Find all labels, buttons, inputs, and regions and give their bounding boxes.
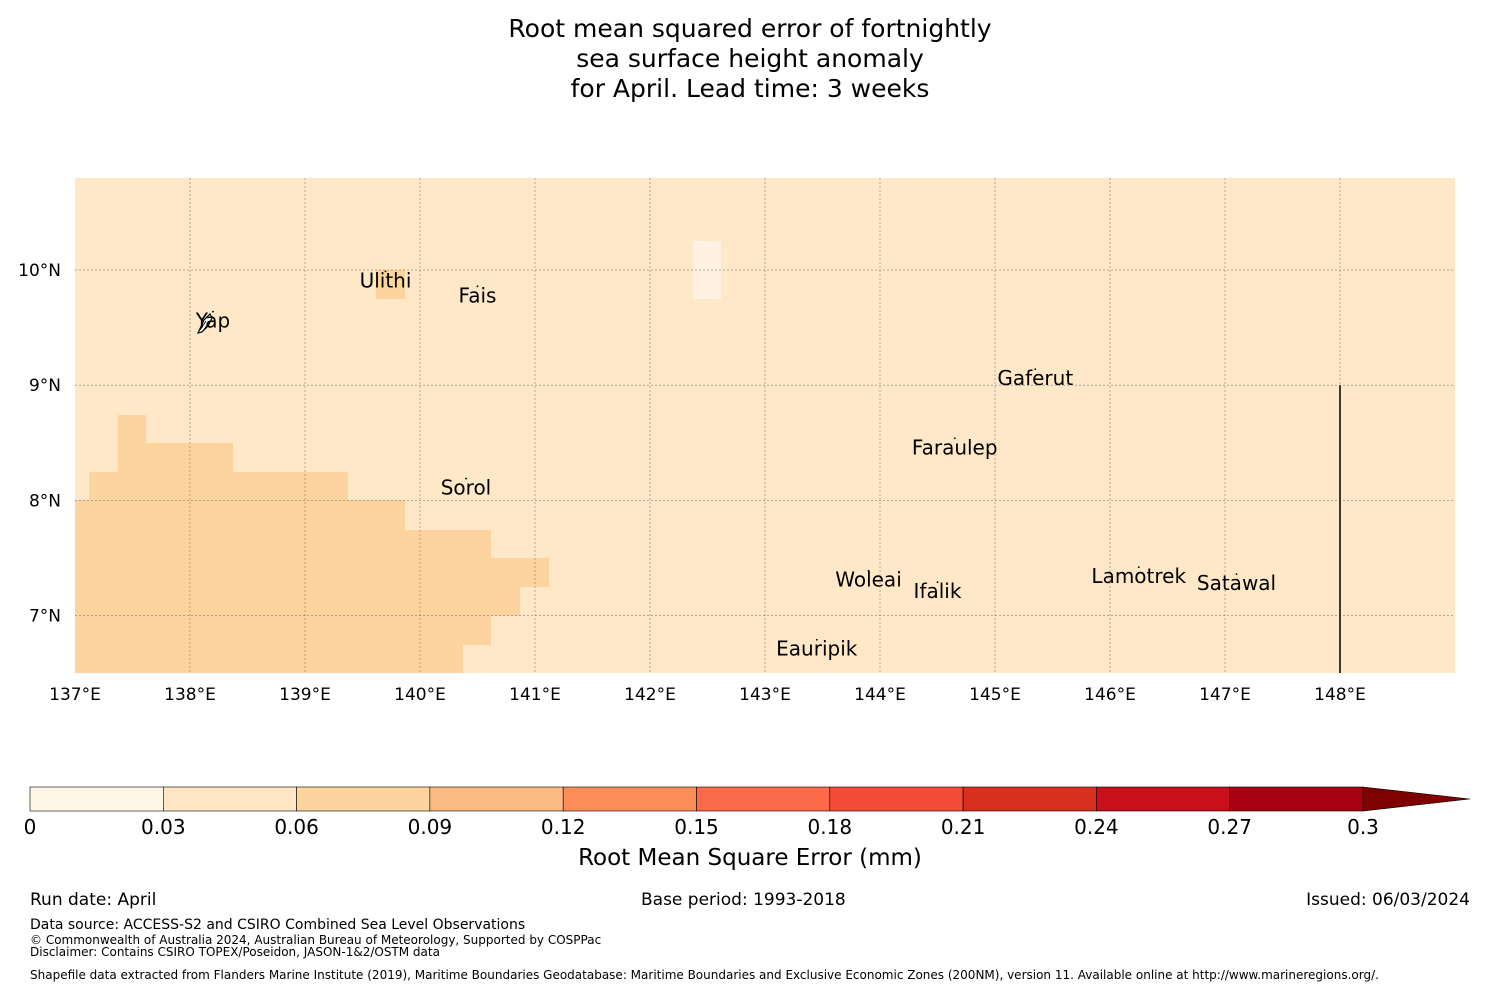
- yap-island-icon: [196, 312, 213, 334]
- lon-tick-label: 138°E: [164, 685, 216, 705]
- island-marker: [1137, 566, 1140, 569]
- colorbar-tick-label: 0.27: [1207, 815, 1252, 839]
- place-label-sorol: Sorol: [441, 476, 492, 500]
- rmse-cell-ulithi: [376, 270, 405, 299]
- map-panel: Yap Ulithi Fais Sorol Gaferut Faraulep Woleai I…: [18, 178, 1455, 705]
- island-marker: [476, 285, 479, 288]
- colorbar-segment: [1096, 786, 1231, 812]
- place-label-gaferut: Gaferut: [997, 366, 1073, 390]
- base-period: Base period: 1993-2018: [641, 890, 846, 910]
- island-marker: [815, 638, 818, 641]
- colorbar-segment: [29, 786, 164, 812]
- place-label-satawal: Satawal: [1197, 571, 1276, 595]
- colorbar-segment: [562, 786, 697, 812]
- title-line-3: for April. Lead time: 3 weeks: [570, 74, 930, 103]
- shapefile-credit: Shapefile data extracted from Flanders M…: [30, 968, 1379, 982]
- title-line-1: Root mean squared error of fortnightly: [508, 14, 992, 43]
- colorbar-tick-label: 0.06: [274, 815, 319, 839]
- island-marker: [953, 437, 956, 440]
- lat-tick-label: 8°N: [29, 491, 61, 511]
- lon-tick-label: 146°E: [1084, 685, 1136, 705]
- colorbar-tick-label: 0: [23, 815, 37, 839]
- island-marker: [936, 581, 939, 584]
- place-labels: Yap Ulithi Fais Sorol Gaferut Faraulep Woleai I…: [195, 268, 1276, 660]
- lat-tick-label: 10°N: [18, 261, 61, 281]
- lon-tick-label: 143°E: [739, 685, 791, 705]
- colorbar-segment: [163, 786, 297, 812]
- colorbar: [29, 786, 1471, 812]
- run-date: Run date: April: [30, 890, 157, 910]
- island-marker: [867, 569, 870, 572]
- lon-tick-label: 137°E: [49, 685, 101, 705]
- colorbar-tick-label: 0.3: [1347, 815, 1379, 839]
- colorbar-tick-label: 0.12: [540, 815, 586, 839]
- island-marker: [212, 310, 214, 313]
- place-label-ulithi: Ulithi: [360, 268, 412, 292]
- lon-tick-label: 145°E: [969, 685, 1021, 705]
- colorbar-tick-label: 0.03: [141, 815, 186, 839]
- map-title: Root mean squared error of fortnightly s…: [0, 14, 1500, 104]
- lat-tick-label: 9°N: [29, 376, 61, 396]
- colorbar-segment: [429, 786, 564, 812]
- lon-tick-label: 148°E: [1314, 685, 1366, 705]
- place-label-lamotrek: Lamotrek: [1091, 564, 1186, 588]
- lon-tick-label: 142°E: [624, 685, 676, 705]
- longitude-labels: 137°E 138°E 139°E 140°E 141°E 142°E 143°E 144°E…: [49, 685, 1366, 705]
- island-marker: [1235, 573, 1238, 576]
- issued-date: Issued: 06/03/2024: [1306, 890, 1470, 910]
- rmse-cells: [75, 241, 721, 673]
- colorbar-tick-label: 0.18: [807, 815, 853, 839]
- lon-tick-label: 139°E: [279, 685, 331, 705]
- copyright: © Commonwealth of Australia 2024, Austra…: [30, 933, 602, 947]
- disclaimer: Disclaimer: Contains CSIRO TOPEX/Poseido…: [30, 945, 440, 959]
- lon-tick-label: 140°E: [394, 685, 446, 705]
- lon-tick-label: 144°E: [854, 685, 906, 705]
- colorbar-tick-label: 0.09: [407, 815, 453, 839]
- island-marker: [384, 270, 387, 273]
- place-label-fais: Fais: [459, 283, 497, 307]
- place-label-eauripik: Eauripik: [776, 637, 858, 661]
- data-source: Data source: ACCESS-S2 and CSIRO Combine…: [30, 917, 526, 933]
- colorbar-tick-label: 0.21: [940, 815, 986, 839]
- place-label-yap: Yap: [195, 309, 230, 333]
- colorbar-segment: [296, 786, 431, 812]
- island-marker: [465, 477, 467, 480]
- rmse-cell-region-high: [75, 415, 549, 673]
- place-label-ifalik: Ifalik: [914, 579, 962, 603]
- colorbar-segment: [962, 786, 1097, 812]
- colorbar-segment: [1229, 786, 1364, 812]
- lon-tick-label: 147°E: [1199, 685, 1251, 705]
- colorbar-extend-arrow: [1362, 786, 1471, 812]
- title-line-2: sea surface height anomaly: [576, 44, 924, 73]
- lon-tick-label: 141°E: [509, 685, 561, 705]
- colorbar-title: Root Mean Square Error (mm): [578, 845, 922, 871]
- place-label-faraulep: Faraulep: [912, 435, 998, 459]
- colorbar-segment: [829, 786, 964, 812]
- island-marker: [1034, 368, 1037, 371]
- colorbar-tick-label: 0.24: [1074, 815, 1119, 839]
- colorbar-tick-label: 0.15: [674, 815, 719, 839]
- place-label-woleai: Woleai: [835, 568, 902, 592]
- colorbar-segment: [696, 786, 831, 812]
- lat-tick-label: 7°N: [29, 606, 61, 626]
- latitude-labels: 10°N 9°N 8°N 7°N: [18, 261, 61, 626]
